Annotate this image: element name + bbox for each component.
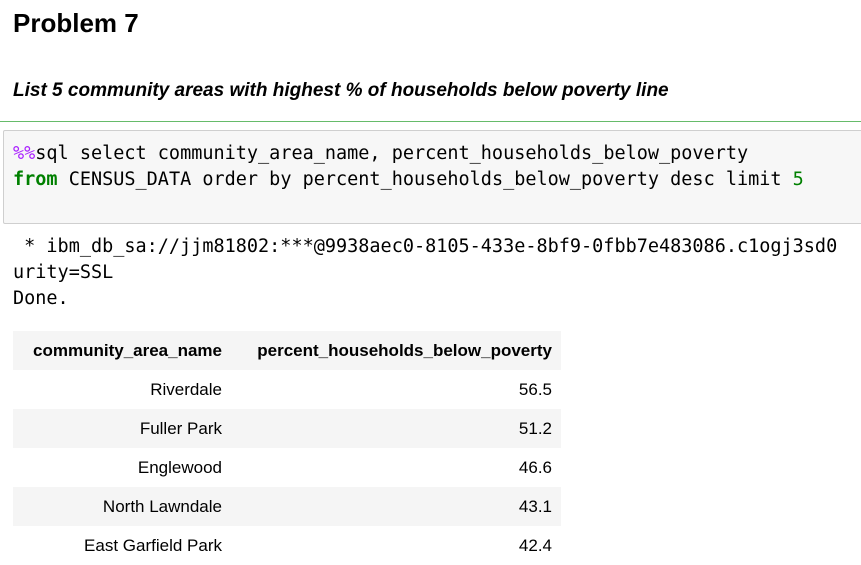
code-token: sql select community_area_name, percent_…: [35, 143, 749, 164]
table-row: Riverdale 56.5: [13, 370, 561, 409]
table-body: Riverdale 56.5 Fuller Park 51.2 Englewood 46.…: [13, 370, 561, 565]
table-cell: East Garfield Park: [84, 535, 222, 555]
table-cell: 43.1: [231, 487, 561, 526]
table-cell: Fuller Park: [13, 409, 231, 448]
table-cell: Englewood: [137, 457, 222, 477]
code-token: %%: [13, 143, 36, 164]
code-token: CENSUS_DATA order by percent_households_…: [57, 169, 793, 190]
code-token: 5: [792, 169, 804, 190]
code-line: from CENSUS_DATA order by percent_househ…: [13, 168, 804, 192]
heading: Problem 7: [13, 8, 139, 38]
table-cell: 51.2: [231, 409, 561, 448]
header-row: community_area_name percent_households_be…: [13, 331, 561, 370]
code-token: from: [13, 169, 58, 190]
cell-selection-rule: [0, 121, 861, 122]
code-line: %%sql select community_area_name, percen…: [13, 142, 748, 166]
table-cell: North Lawndale: [13, 487, 231, 526]
table-cell: 46.6: [518, 457, 552, 477]
output-line: * ibm_db_sa://jjm81802:***@9938aec0-8105…: [13, 236, 838, 257]
subheading: List 5 community areas with highest % of…: [13, 80, 669, 101]
table-cell: 56.5: [518, 379, 552, 399]
table-row: North Lawndale 43.1: [13, 487, 561, 526]
column-header: percent_households_below_poverty: [231, 331, 561, 370]
output-line: urity=SSL: [13, 262, 114, 283]
code-cell[interactable]: %%sql select community_area_name, percen…: [3, 130, 861, 224]
result-table: community_area_name percent_households_be…: [13, 331, 561, 565]
output-line: Done.: [13, 288, 69, 309]
table-cell: 42.4: [518, 535, 552, 555]
table-row: East Garfield Park 42.4: [13, 526, 561, 565]
table-cell: Riverdale: [150, 379, 222, 399]
column-header: community_area_name: [13, 331, 231, 370]
table-row: Englewood 46.6: [13, 448, 561, 487]
table-row: Fuller Park 51.2: [13, 409, 561, 448]
